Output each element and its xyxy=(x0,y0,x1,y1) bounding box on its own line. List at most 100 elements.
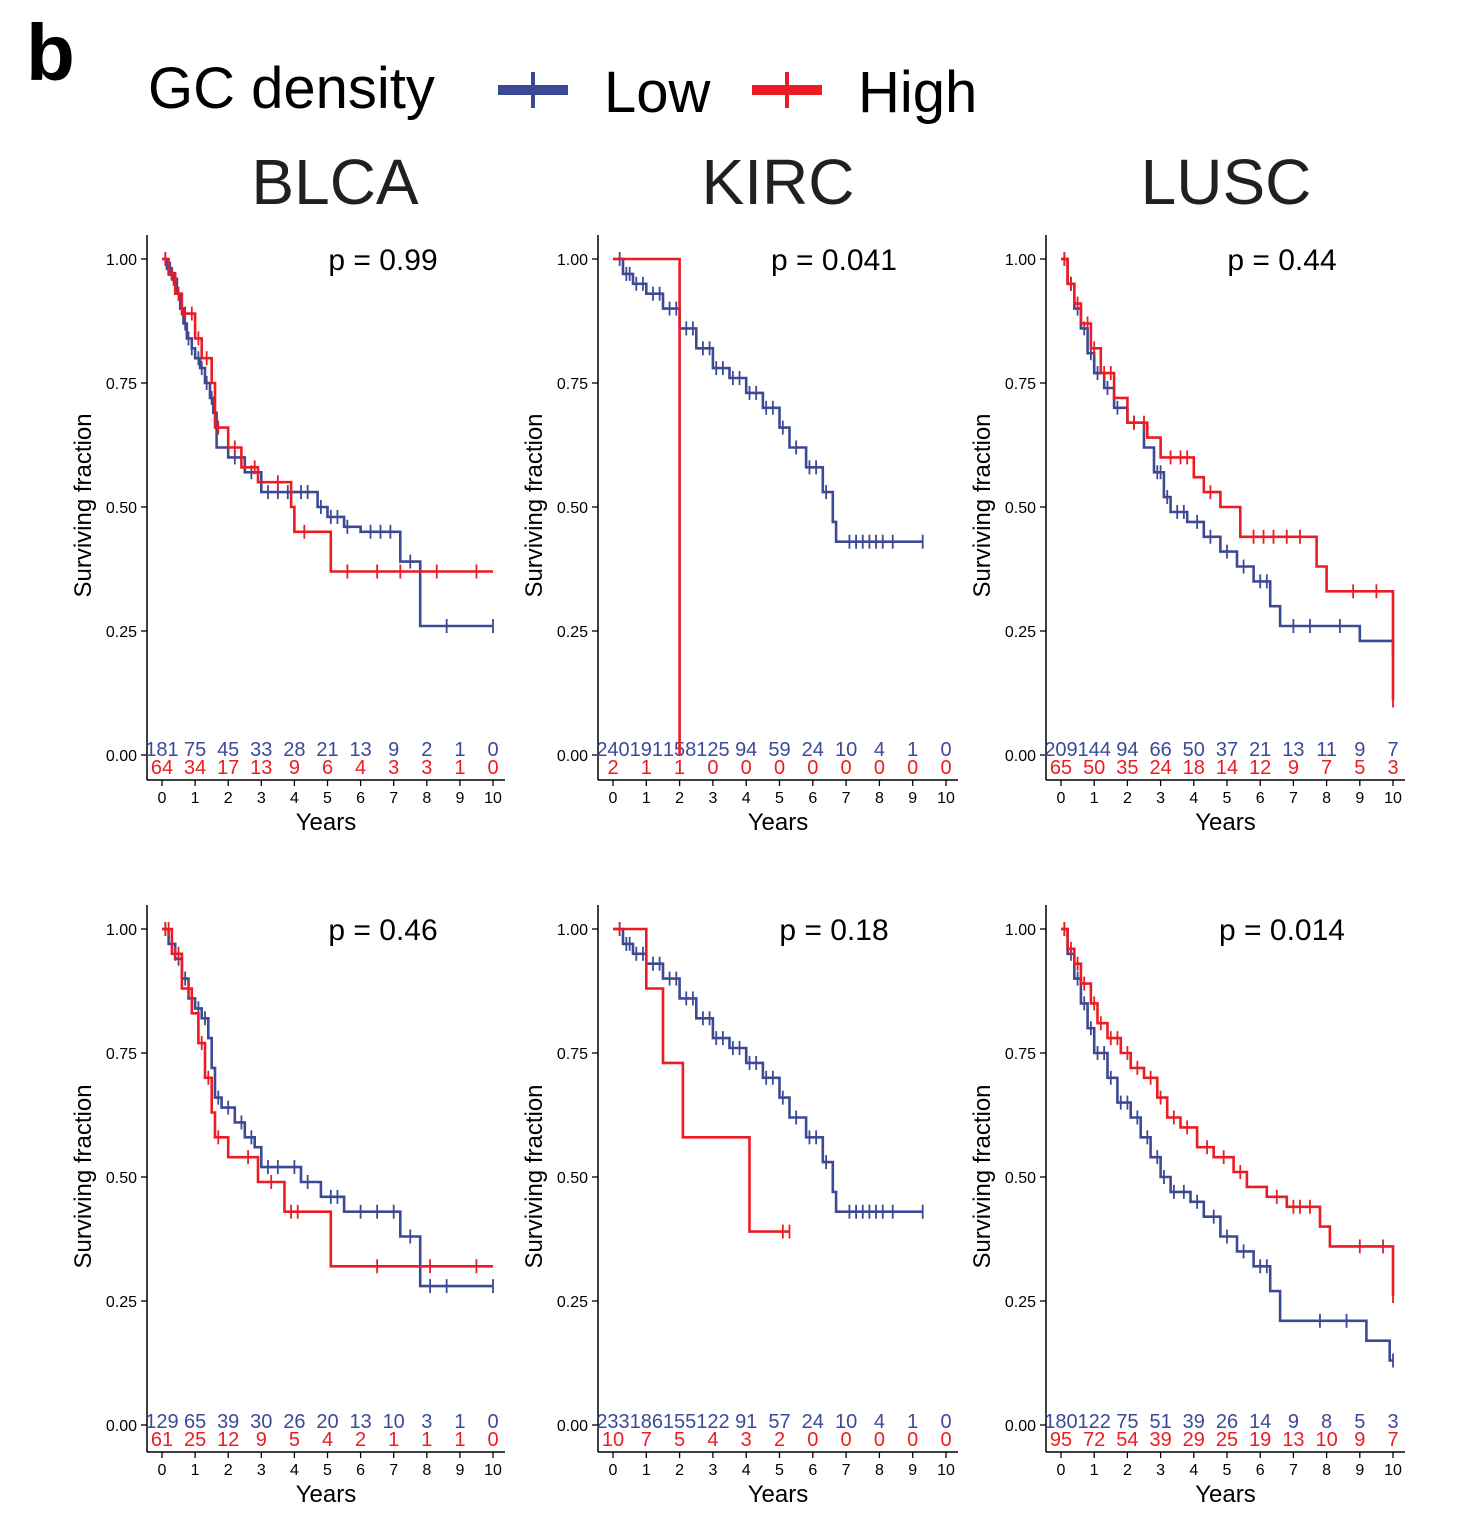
x-tick-label: 0 xyxy=(1057,790,1066,807)
risk-count-low: 1 xyxy=(454,739,465,761)
x-tick-label: 6 xyxy=(1256,1462,1265,1479)
km-panel-blca-row1: 0.000.250.500.751.000 1 2 3 4 5 6 7 8 9 10YearsSur… xyxy=(70,235,505,836)
risk-count-low: 26 xyxy=(1216,1411,1238,1433)
risk-count-high: 1 xyxy=(454,1429,465,1451)
legend-title: GC density xyxy=(148,56,435,121)
y-tick-label: 0.75 xyxy=(106,1046,137,1063)
x-tick-label: 1 xyxy=(642,790,651,807)
risk-count-low: 0 xyxy=(940,739,951,761)
x-tick-label: 8 xyxy=(422,1462,431,1479)
column-title-lusc: LUSC xyxy=(1141,146,1312,218)
risk-count-low: 10 xyxy=(383,1411,405,1433)
risk-count-low: 0 xyxy=(487,739,498,761)
risk-count-high: 7 xyxy=(1387,1429,1398,1451)
x-tick-label: 10 xyxy=(484,790,502,807)
y-tick-label: 1.00 xyxy=(1005,252,1036,269)
km-panel-kirc-row1: 0.000.250.500.751.000 1 2 3 4 5 6 7 8 9 10YearsSur… xyxy=(521,235,958,836)
column-title-blca: BLCA xyxy=(251,146,419,218)
risk-count-high: 50 xyxy=(1083,757,1105,779)
risk-count-low: 30 xyxy=(250,1411,272,1433)
risk-count-low: 1 xyxy=(907,739,918,761)
x-tick-label: 2 xyxy=(224,1462,233,1479)
y-tick-label: 0.25 xyxy=(106,1294,137,1311)
risk-count-low: 21 xyxy=(1249,739,1271,761)
y-tick-label: 1.00 xyxy=(557,252,588,269)
risk-count-low: 11 xyxy=(1316,739,1337,761)
y-tick-label: 0.25 xyxy=(1005,624,1036,641)
legend-entry-high: High xyxy=(752,60,977,125)
risk-count-low: 13 xyxy=(349,739,371,761)
risk-count-high: 9 xyxy=(1354,1429,1365,1451)
x-tick-label: 9 xyxy=(908,790,917,807)
y-tick-label: 0.50 xyxy=(557,500,588,517)
risk-count-high: 2 xyxy=(355,1429,366,1451)
risk-count-low: 65 xyxy=(184,1411,206,1433)
x-tick-label: 2 xyxy=(224,790,233,807)
risk-count-high: 0 xyxy=(487,1429,498,1451)
risk-count-high: 9 xyxy=(1288,757,1299,779)
km-curve-high xyxy=(162,927,493,1268)
x-tick-label: 9 xyxy=(455,1462,464,1479)
y-axis-title: Surviving fraction xyxy=(70,1084,97,1268)
risk-count-low: 180 xyxy=(1044,1411,1077,1433)
risk-count-low: 10 xyxy=(835,739,857,761)
y-tick-label: 0.25 xyxy=(557,1294,588,1311)
risk-count-low: 1 xyxy=(907,1411,918,1433)
risk-count-low: 191 xyxy=(630,739,663,761)
x-tick-label: 7 xyxy=(389,1462,398,1479)
legend-entry-low: Low xyxy=(498,60,712,125)
x-tick-label: 5 xyxy=(1223,1462,1232,1479)
risk-count-high: 24 xyxy=(1149,757,1171,779)
risk-count-high: 0 xyxy=(774,757,785,779)
x-tick-label: 4 xyxy=(1189,790,1198,807)
risk-count-high: 4 xyxy=(707,1429,718,1451)
x-tick-label: 1 xyxy=(1090,790,1099,807)
risk-count-low: 75 xyxy=(1116,1411,1138,1433)
risk-count-high: 4 xyxy=(355,757,366,779)
x-tick-label: 0 xyxy=(1057,1462,1066,1479)
risk-count-low: 26 xyxy=(283,1411,305,1433)
x-tick-label: 7 xyxy=(1289,1462,1298,1479)
y-axis-title: Surviving fraction xyxy=(969,1084,996,1268)
x-tick-label: 7 xyxy=(1289,790,1298,807)
risk-count-high: 0 xyxy=(841,757,852,779)
risk-count-low: 122 xyxy=(1078,1411,1111,1433)
risk-count-high: 0 xyxy=(907,757,918,779)
x-tick-label: 7 xyxy=(389,790,398,807)
risk-count-high: 95 xyxy=(1050,1429,1072,1451)
y-tick-label: 0.25 xyxy=(557,624,588,641)
risk-count-low: 1 xyxy=(454,1411,465,1433)
risk-count-high: 25 xyxy=(184,1429,206,1451)
risk-count-low: 75 xyxy=(184,739,206,761)
risk-count-low: 155 xyxy=(663,1411,696,1433)
x-tick-label: 7 xyxy=(842,790,851,807)
risk-count-high: 0 xyxy=(707,757,718,779)
km-curve-low xyxy=(1061,927,1393,1362)
x-tick-label: 1 xyxy=(1090,1462,1099,1479)
risk-count-high: 0 xyxy=(907,1429,918,1451)
km-panels: 0.000.250.500.751.000 1 2 3 4 5 6 7 8 9 10YearsSur… xyxy=(70,235,1405,1508)
km-curve-low xyxy=(162,927,493,1288)
risk-count-high: 0 xyxy=(741,757,752,779)
risk-count-high: 0 xyxy=(940,757,951,779)
risk-count-low: 50 xyxy=(1183,739,1205,761)
legend-label-low: Low xyxy=(604,60,712,125)
risk-count-low: 9 xyxy=(1354,739,1365,761)
risk-count-low: 21 xyxy=(316,739,338,761)
risk-count-high: 65 xyxy=(1050,757,1072,779)
x-tick-label: 5 xyxy=(323,1462,332,1479)
x-axis-title: Years xyxy=(296,1481,357,1508)
y-tick-label: 0.75 xyxy=(557,1046,588,1063)
y-tick-label: 0.25 xyxy=(1005,1294,1036,1311)
x-tick-label: 8 xyxy=(422,790,431,807)
y-tick-label: 0.00 xyxy=(106,748,137,765)
risk-count-high: 72 xyxy=(1083,1429,1105,1451)
risk-count-low: 125 xyxy=(696,739,729,761)
panel-letter: b xyxy=(26,8,75,97)
risk-count-high: 5 xyxy=(1354,757,1365,779)
risk-count-high: 1 xyxy=(388,1429,399,1451)
p-value: p = 0.014 xyxy=(1219,914,1345,947)
risk-count-high: 0 xyxy=(487,757,498,779)
x-tick-label: 2 xyxy=(675,1462,684,1479)
x-tick-label: 1 xyxy=(191,1462,200,1479)
